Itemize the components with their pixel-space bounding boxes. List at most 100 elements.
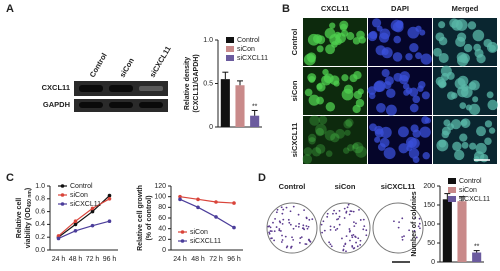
colony [272,221,274,224]
colony [349,230,351,232]
blot-column-label: siCXCL11 [148,45,173,79]
cell [450,119,462,130]
cell [422,152,430,160]
colony [352,233,355,236]
cell [443,119,451,127]
colony [418,217,421,220]
cell [325,102,336,112]
point [178,194,182,199]
colony [303,209,305,212]
legend-marker [60,202,65,206]
cell [407,140,414,147]
y-tick-label: 60 [158,215,166,222]
point [73,219,78,223]
cell [459,102,467,109]
line [179,196,235,204]
cell [346,32,355,41]
colony [346,206,349,209]
y-tick-label: 100 [423,221,435,228]
point [90,206,95,211]
line [58,198,110,237]
y-tick-label: 0 [162,247,166,254]
cell [398,126,409,138]
cell [419,126,431,138]
legend-label: siCon [190,229,208,236]
colony [342,249,345,252]
colony [336,218,338,221]
cell [376,25,383,32]
cell [395,20,404,29]
cell [347,144,355,152]
colony [418,222,421,225]
colony [269,226,272,229]
colony [359,243,362,246]
cell [436,139,449,152]
point [107,193,112,198]
y-tick-label: 200 [423,183,435,190]
colony [350,234,353,237]
colony [281,239,284,241]
cell [344,129,351,136]
cell [384,76,394,86]
cell [447,91,456,100]
colony [278,228,281,230]
panel-letter: D [258,172,266,184]
cell [302,154,313,165]
legend-marker [180,239,185,243]
colony [268,231,271,234]
colony [281,222,284,225]
micrograph [303,116,367,164]
cell [399,74,409,85]
colony [329,225,332,228]
panel-letter: C [6,172,14,184]
colony [355,222,357,225]
cell [374,80,386,92]
colony [273,239,276,242]
legend-label: siCon [237,46,255,53]
x-tick-label: 48 h [69,256,83,263]
colony [333,209,335,212]
cell [374,136,381,143]
point [178,197,182,202]
colony [274,217,276,220]
colony [269,230,272,232]
colony [419,227,421,230]
colony [417,225,420,228]
point [90,223,95,228]
colony [285,206,288,209]
cell [307,55,316,63]
x-tick-label: 24 h [52,256,66,263]
blot-bands [79,85,163,108]
colony [307,225,310,228]
cell [438,52,449,63]
cell [376,102,386,113]
colony [299,237,302,239]
cell [409,103,419,113]
x-tick-label: 72 h [209,256,223,263]
cell [329,75,340,86]
colony [403,235,405,238]
cell [469,80,480,91]
colony [365,229,368,232]
cell [398,143,409,154]
colony [348,228,351,230]
y-axis-label: Relative cell growth [137,185,144,251]
colony [268,232,271,235]
cell [419,29,426,36]
point [56,236,61,241]
colony [333,226,336,228]
cell [456,52,468,63]
dish-label: Control [279,182,306,191]
cell [325,44,336,55]
colony [322,220,325,223]
cell [375,45,386,56]
colony [352,247,355,250]
colony [362,218,365,221]
colony [343,245,345,248]
colony [303,228,306,231]
colony [291,236,293,239]
colony [305,217,308,220]
y-tick-label: 0.4 [35,221,45,228]
cell [315,123,327,136]
colony [357,237,360,240]
